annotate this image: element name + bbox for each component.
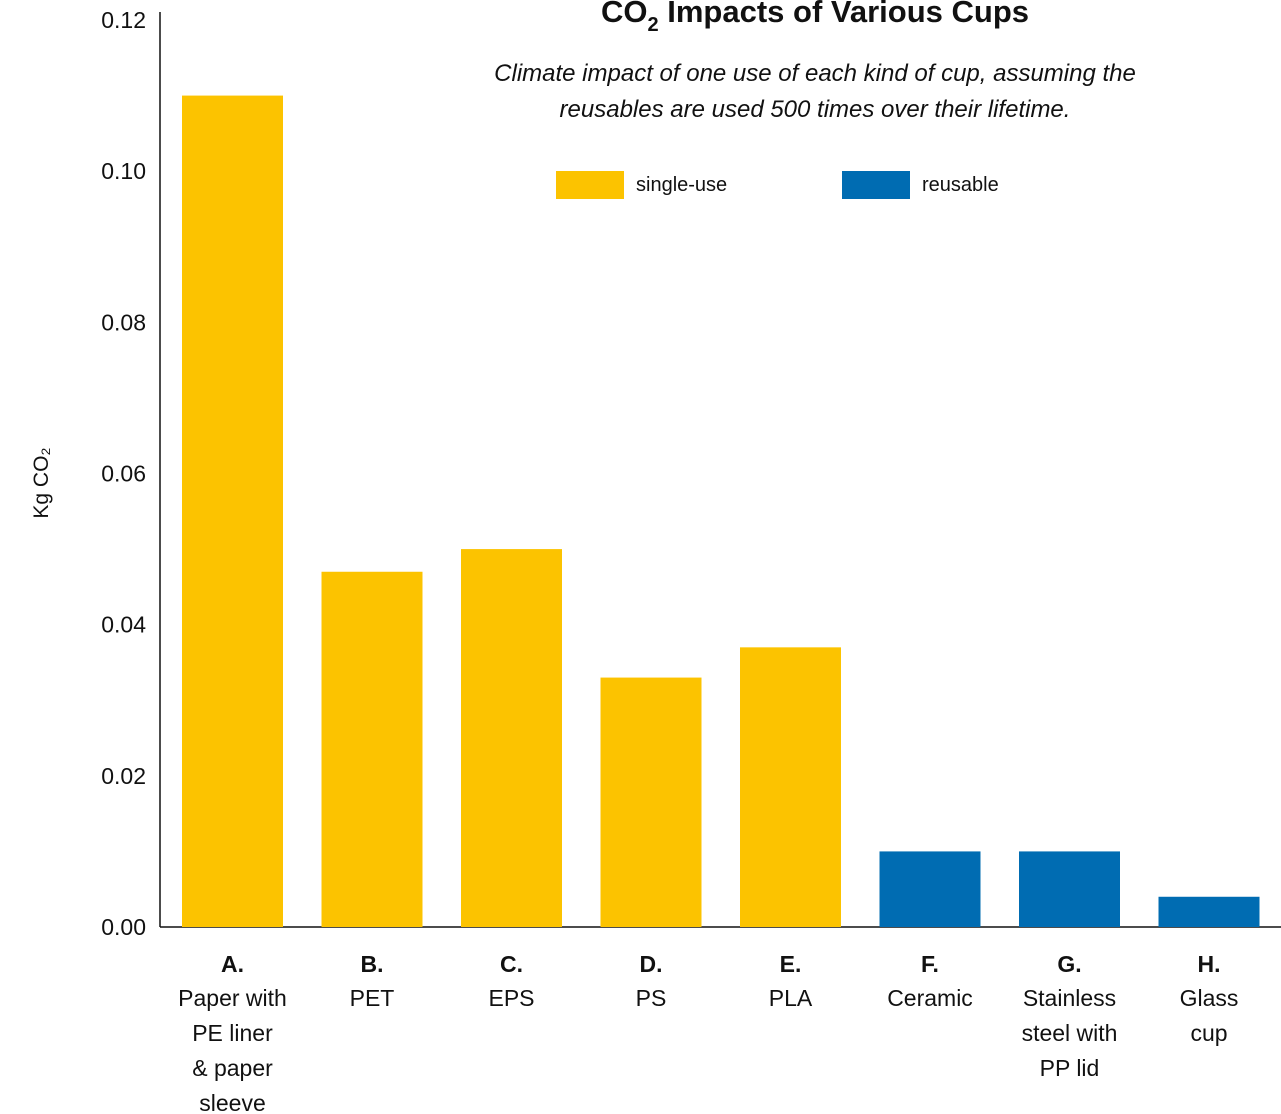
legend-swatch xyxy=(556,171,624,199)
bar xyxy=(600,677,702,927)
category-label: Paper with xyxy=(178,985,287,1011)
category-label: PP lid xyxy=(1040,1055,1100,1081)
bar xyxy=(461,549,562,927)
category-letter: G. xyxy=(1057,951,1081,977)
y-tick-label: 0.04 xyxy=(101,612,146,638)
category-label: cup xyxy=(1190,1020,1227,1046)
category-letter: E. xyxy=(780,951,802,977)
y-tick-label: 0.12 xyxy=(101,7,146,33)
category-label: EPS xyxy=(488,985,534,1011)
category-letter: H. xyxy=(1198,951,1221,977)
y-tick-label: 0.08 xyxy=(101,309,146,335)
bar xyxy=(1158,896,1260,927)
category-letter: D. xyxy=(640,951,663,977)
category-letter: B. xyxy=(361,951,384,977)
y-axis-label: Kg CO₂ xyxy=(30,447,53,518)
category-label: Stainless xyxy=(1023,985,1116,1011)
category-label: Ceramic xyxy=(887,985,973,1011)
y-tick-label: 0.00 xyxy=(101,914,146,940)
y-axis-ticks: 0.00 0.02 0.04 0.06 0.08 0.10 0.12 xyxy=(101,7,146,940)
category-letter: F. xyxy=(921,951,939,977)
x-axis-labels: A. Paper with PE liner & paper sleeve B. PET C.… xyxy=(178,951,1238,1114)
bars xyxy=(182,95,1260,928)
legend: single-use reusable xyxy=(556,171,999,199)
category-label: PLA xyxy=(769,985,813,1011)
y-tick-label: 0.06 xyxy=(101,461,146,487)
category-label: PS xyxy=(636,985,667,1011)
legend-label: reusable xyxy=(922,174,999,196)
y-tick-label: 0.02 xyxy=(101,763,146,789)
bar xyxy=(321,571,423,927)
chart-subtitle: Climate impact of one use of each kind o… xyxy=(494,60,1136,123)
category-label: sleeve xyxy=(199,1090,265,1114)
category-label: PE liner xyxy=(192,1020,273,1046)
bar xyxy=(1019,851,1120,927)
category-letter: C. xyxy=(500,951,523,977)
legend-swatch xyxy=(842,171,910,199)
bar xyxy=(879,851,981,927)
category-label: PET xyxy=(350,985,395,1011)
bar xyxy=(182,95,283,928)
subtitle-line: Climate impact of one use of each kind o… xyxy=(494,60,1136,87)
category-label: & paper xyxy=(192,1055,273,1081)
bar xyxy=(740,647,841,927)
category-letter: A. xyxy=(221,951,244,977)
subtitle-line: reusables are used 500 times over their … xyxy=(560,96,1071,123)
category-label: Glass xyxy=(1180,985,1239,1011)
category-label: steel with xyxy=(1022,1020,1118,1046)
y-tick-label: 0.10 xyxy=(101,158,146,184)
legend-label: single-use xyxy=(636,174,727,196)
chart-title: CO2 Impacts of Various Cups xyxy=(601,0,1029,36)
